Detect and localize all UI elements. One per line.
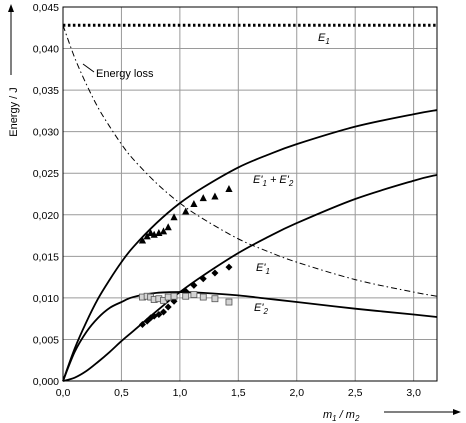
y-axis-label: Energy / J [8, 87, 20, 137]
diamond-marker [211, 269, 219, 277]
triangle-marker [199, 194, 207, 202]
e1p-line [62, 174, 438, 382]
label-e1p: E'1 [256, 262, 270, 276]
grid [62, 6, 437, 382]
square-marker [170, 292, 178, 300]
y-tick-label: 0,005 [33, 334, 59, 346]
plot-frame [62, 6, 438, 382]
x-tick-label: 1,0 [173, 387, 188, 399]
diamond-marker [190, 281, 198, 289]
x-tick-label: 0,5 [114, 387, 129, 399]
energy-loss-line [62, 25, 438, 297]
markers [138, 185, 233, 328]
square-marker [164, 293, 172, 301]
y-axis-arrowhead [8, 4, 14, 12]
diamond-marker [155, 311, 163, 319]
diamond-marker [225, 263, 233, 271]
triangle-marker [159, 227, 168, 235]
triangle-marker [225, 185, 233, 193]
label-e2p: E'2 [254, 302, 268, 316]
square-marker [190, 291, 198, 298]
energy-loss-pointer [82, 63, 95, 73]
x-tick-label: 1,5 [231, 387, 246, 399]
label-e1p-plus-e2p: E'1 + E'2 [253, 174, 294, 188]
y-tick-label: 0,045 [33, 2, 59, 14]
label-e1: E1 [318, 32, 330, 46]
triangle-marker [182, 207, 190, 215]
square-marker [225, 298, 233, 306]
triangle-marker [190, 199, 198, 207]
e2p-line [62, 291, 438, 382]
y-tick-label: 0,030 [33, 127, 59, 139]
square-marker [199, 293, 207, 301]
e1p-plus-e2p-line [62, 109, 438, 382]
triangle-marker [211, 192, 219, 200]
diamond-marker [160, 308, 168, 316]
y-tick-label: 0,025 [33, 168, 59, 180]
diamond-marker [138, 320, 146, 328]
axes [62, 6, 438, 382]
x-tick-label: 3,0 [406, 387, 421, 399]
y-tick-label: 0,020 [33, 210, 59, 222]
triangle-marker [138, 236, 147, 244]
triangle-marker [170, 213, 178, 221]
triangle-marker [164, 223, 172, 231]
square-marker [182, 292, 190, 300]
x-axis-label: m1 / m2 [323, 409, 360, 423]
square-marker [211, 295, 219, 303]
diamond-marker [199, 275, 207, 283]
curves [62, 23, 438, 382]
x-axis-arrowhead [453, 409, 461, 415]
y-tick-label: 0,010 [33, 293, 59, 305]
x-tick-label: 2,5 [348, 387, 363, 399]
x-tick-label: 2,0 [289, 387, 304, 399]
diamond-marker [164, 303, 172, 311]
y-tick-label: 0,040 [33, 44, 59, 56]
x-tick-label: 0,0 [56, 387, 71, 399]
y-tick-label: 0,035 [33, 85, 59, 97]
y-tick-label: 0,000 [33, 376, 59, 388]
y-tick-label: 0,015 [33, 251, 59, 263]
label-energy-loss: Energy loss [96, 68, 154, 80]
tick-labels: 0,0 0,5 1,0 1,5 2,0 2,5 3,0 0,000 0,005 0,010 0,01… [33, 2, 421, 399]
